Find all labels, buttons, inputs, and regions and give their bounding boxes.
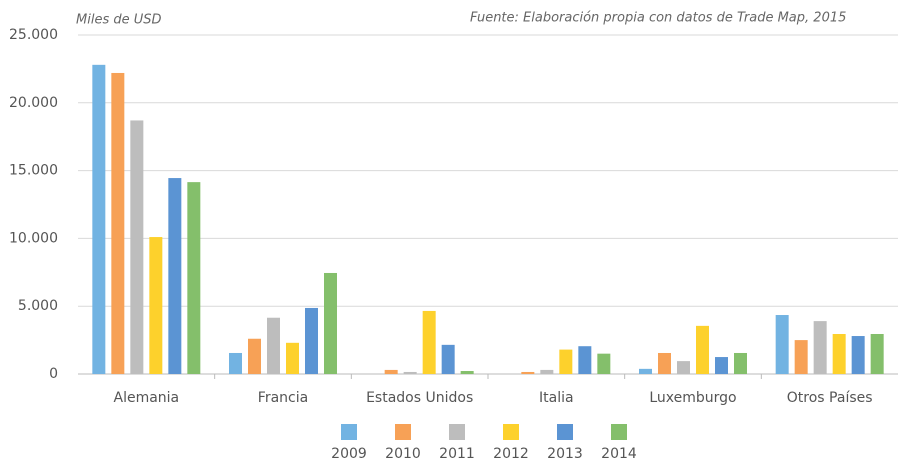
bar [832,333,846,374]
bar [460,371,474,374]
legend-label: 2011 [439,446,475,460]
bar [597,353,611,374]
legend-swatch [611,424,627,440]
bar [384,369,398,374]
bar [775,315,789,374]
bar [229,352,242,374]
bar [187,182,201,374]
y-tick-label: 5.000 [18,298,58,314]
bar [111,72,125,374]
bar [696,325,709,374]
bar [248,338,261,374]
bar [715,357,728,374]
x-tick-label: Italia [539,390,574,406]
bar [168,178,182,374]
bar [422,310,436,374]
bar [521,371,535,374]
bar [851,336,865,374]
legend-swatch [449,424,465,440]
legend-label: 2009 [331,446,367,460]
bar [324,272,337,374]
bar [578,346,592,374]
bar [677,361,690,374]
y-tick-label: 25.000 [9,27,58,43]
bar [149,237,163,374]
y-axis-label: Miles de USD [76,13,162,28]
x-tick-label: Alemania [114,390,180,406]
legend-label: 2010 [385,446,421,460]
y-tick-label: 20.000 [9,95,58,111]
legend-swatch [395,424,411,440]
y-tick-label: 0 [49,366,58,382]
legend-swatch [341,424,357,440]
bar [559,349,573,374]
legend-label: 2014 [601,446,637,460]
legend-swatch [557,424,573,440]
bar [870,333,884,374]
bar [286,342,299,374]
bar [403,371,417,374]
bar [658,352,671,374]
x-tick-label: Francia [258,390,308,406]
legend-swatch [503,424,519,440]
y-tick-label: 15.000 [9,163,58,179]
bar [639,368,652,374]
bar [540,369,554,374]
bar [813,321,827,374]
bar [92,64,106,374]
source-note: Fuente: Elaboración propia con datos de … [470,11,846,26]
legend-label: 2013 [547,446,583,460]
y-tick-label: 10.000 [9,230,58,246]
bar [441,344,455,374]
x-tick-label: Luxemburgo [649,390,736,406]
legend-label: 2012 [493,446,529,460]
x-tick-label: Otros Países [787,390,873,406]
bar [734,352,747,374]
bar [130,120,144,374]
bar [305,307,318,374]
bar [267,317,280,374]
x-tick-label: Estados Unidos [366,390,473,406]
bar [794,340,808,374]
